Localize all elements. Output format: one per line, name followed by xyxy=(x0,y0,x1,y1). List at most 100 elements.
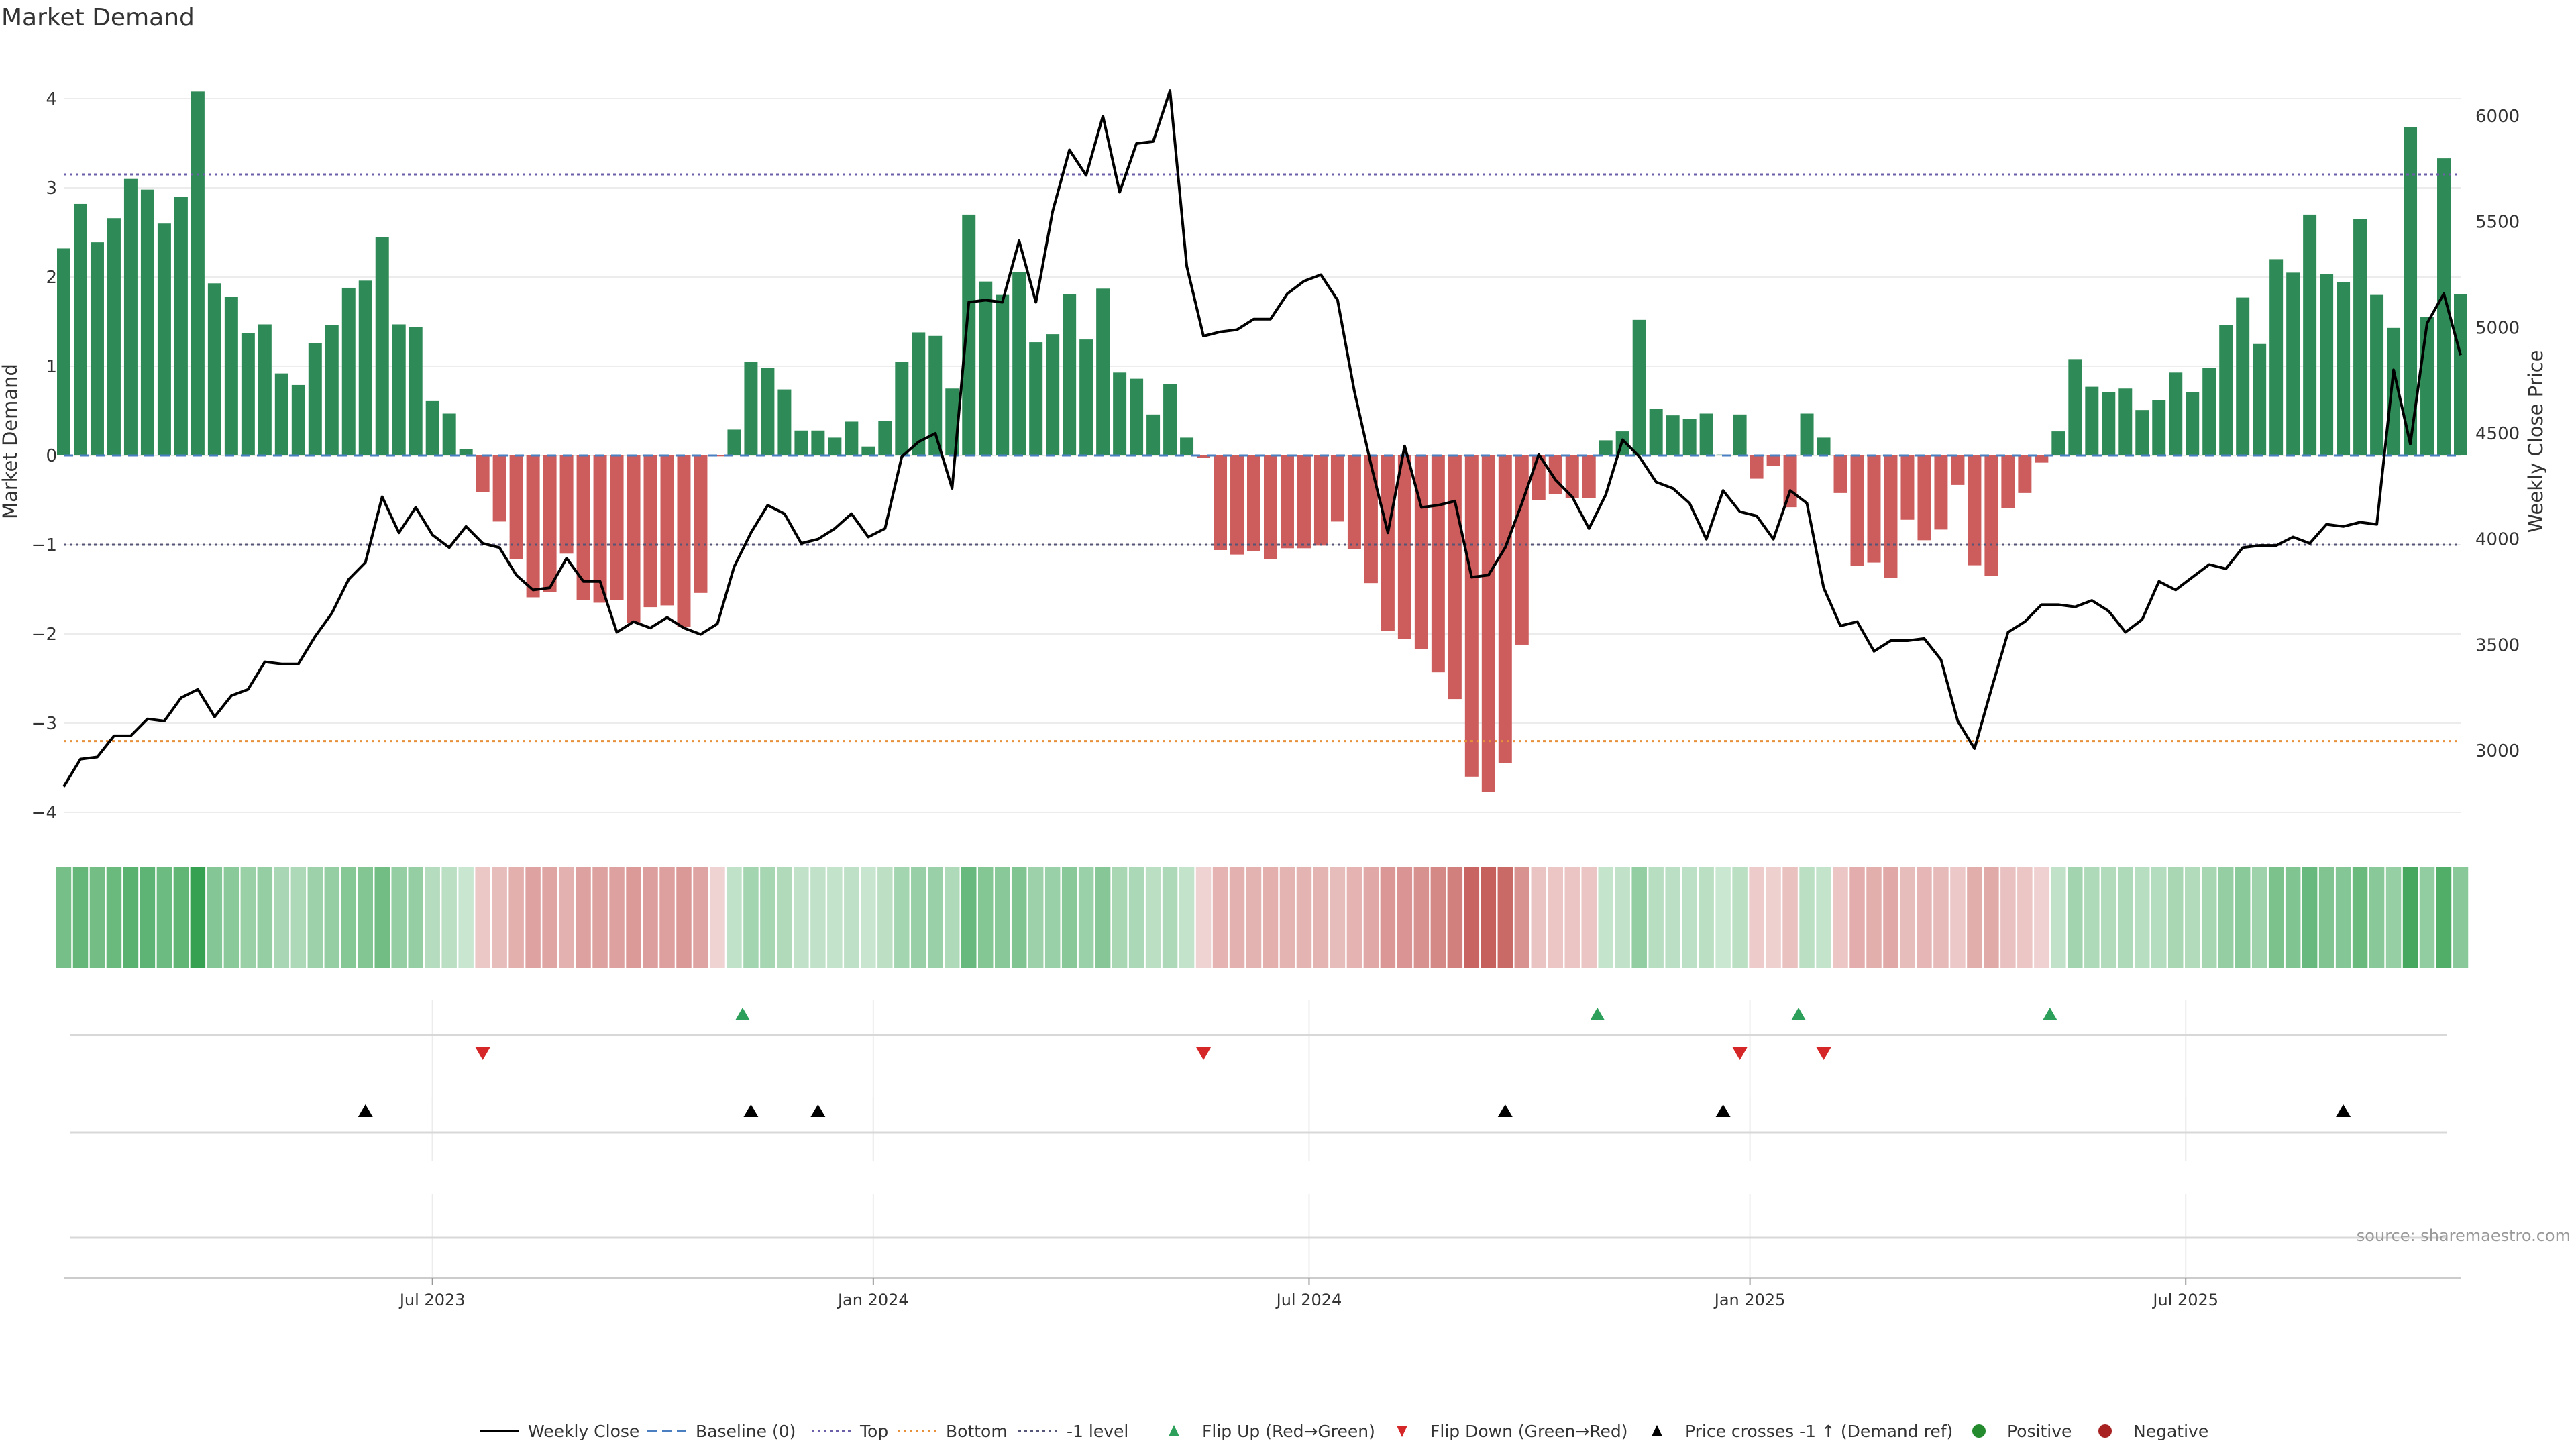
heatmap-cell xyxy=(2302,867,2318,968)
legend-label: Flip Down (Green→Red) xyxy=(1430,1421,1628,1441)
heatmap-cell xyxy=(2235,867,2251,968)
demand-bar xyxy=(559,455,574,554)
heatmap-cell xyxy=(475,867,490,968)
x-tick-label: Jul 2023 xyxy=(398,1291,466,1309)
demand-bar xyxy=(123,178,138,455)
heatmap-cell xyxy=(458,867,474,968)
demand-bar xyxy=(459,449,473,455)
heatmap-cell xyxy=(1665,867,1680,968)
demand-bar xyxy=(1750,455,1764,479)
heatmap-cell xyxy=(1279,867,1295,968)
heatmap-cell xyxy=(391,867,407,968)
demand-bar xyxy=(291,384,305,455)
heatmap-cell xyxy=(1061,867,1077,968)
heatmap-cell xyxy=(1598,867,1613,968)
heatmap-cell xyxy=(1044,867,1061,968)
demand-bar xyxy=(1632,319,1646,455)
heatmap-cell xyxy=(1497,867,1513,968)
demand-bar xyxy=(1649,409,1663,455)
heatmap-cell xyxy=(2352,867,2368,968)
demand-bar xyxy=(1699,413,1713,455)
heatmap-cell xyxy=(2118,867,2133,968)
heatmap-cell xyxy=(2184,867,2200,968)
demand-bar xyxy=(794,430,808,455)
demand-bar xyxy=(73,203,87,455)
heatmap-cell xyxy=(2101,867,2116,968)
demand-bar xyxy=(2420,317,2434,455)
left-tick-label: −2 xyxy=(32,625,57,645)
demand-bar xyxy=(1464,455,1479,777)
heatmap-cell xyxy=(2385,867,2402,968)
demand-bar xyxy=(107,218,121,455)
heatmap-cell xyxy=(56,867,72,968)
heatmap-cell xyxy=(408,867,423,968)
heatmap-cell xyxy=(1849,867,1865,968)
heatmap-cell xyxy=(2167,867,2184,968)
legend-label: Weekly Close xyxy=(528,1421,639,1441)
source-note: source: sharemaestro.com xyxy=(2357,1226,2571,1245)
heatmap-cell xyxy=(1179,867,1195,968)
demand-bar xyxy=(392,324,406,455)
heatmap-cell xyxy=(1128,867,1144,968)
demand-bar xyxy=(1817,437,1831,455)
flip-up-marker xyxy=(735,1008,750,1020)
left-tick-label: −3 xyxy=(32,714,57,734)
heatmap-cell xyxy=(2000,867,2016,968)
heatmap-cell xyxy=(508,867,524,968)
demand-bar xyxy=(2186,392,2200,455)
legend-label: Top xyxy=(859,1421,888,1441)
demand-bar xyxy=(409,327,423,455)
heatmap-cell xyxy=(307,867,323,968)
demand-bar xyxy=(543,455,557,592)
demand-bar xyxy=(2152,400,2166,455)
heatmap-cell xyxy=(542,867,557,968)
demand-bar xyxy=(1481,455,1495,792)
heatmap-cell xyxy=(1011,867,1027,968)
demand-bar xyxy=(761,368,775,455)
heatmap-cell xyxy=(1732,867,1748,968)
demand-bar xyxy=(1800,413,1814,455)
legend-label: Negative xyxy=(2133,1421,2208,1441)
price-cross-marker xyxy=(743,1104,759,1117)
heatmap-cell xyxy=(2251,867,2267,968)
heatmap-cell xyxy=(1263,867,1279,968)
demand-bar xyxy=(1096,288,1110,455)
heatmap-cell xyxy=(643,867,658,968)
flip-up-marker xyxy=(2042,1008,2057,1020)
right-tick-label: 4500 xyxy=(2475,424,2520,444)
demand-bar xyxy=(1079,339,1093,455)
demand-bar xyxy=(593,455,607,603)
heatmap-cell xyxy=(1682,867,1697,968)
right-tick-label: 5000 xyxy=(2475,318,2520,338)
legend-label: Flip Up (Red→Green) xyxy=(1202,1421,1375,1441)
flip-up-marker xyxy=(1590,1008,1605,1020)
demand-bar xyxy=(627,455,641,624)
demand-bar xyxy=(1180,437,1194,455)
heatmap-cell xyxy=(1330,867,1346,968)
demand-bar xyxy=(2337,282,2351,455)
demand-bar xyxy=(1113,372,1127,455)
flip-down-marker xyxy=(1732,1047,1748,1060)
demand-bar xyxy=(1414,455,1428,649)
demand-bar xyxy=(2253,343,2267,455)
legend-label: Positive xyxy=(2007,1421,2072,1441)
left-tick-label: 0 xyxy=(46,446,57,466)
heatmap-cell xyxy=(525,867,541,968)
demand-bar xyxy=(1766,455,1780,466)
heatmap-cell xyxy=(1950,867,1966,968)
heatmap-cell xyxy=(1782,867,1798,968)
heatmap-cell xyxy=(2402,867,2418,968)
heatmap-cell xyxy=(1430,867,1446,968)
heatmap-cell xyxy=(894,867,910,968)
demand-bar xyxy=(1130,378,1144,455)
demand-bar xyxy=(2085,386,2099,455)
heatmap-cell xyxy=(2218,867,2234,968)
demand-bar xyxy=(57,248,70,455)
heatmap-cell xyxy=(1933,867,1949,968)
demand-bar xyxy=(694,455,708,593)
heatmap-cell xyxy=(2453,867,2469,968)
heatmap-cell xyxy=(1363,867,1379,968)
weekly-close-line xyxy=(62,89,2462,788)
heatmap-cell xyxy=(760,867,775,968)
demand-bar xyxy=(2219,325,2233,455)
